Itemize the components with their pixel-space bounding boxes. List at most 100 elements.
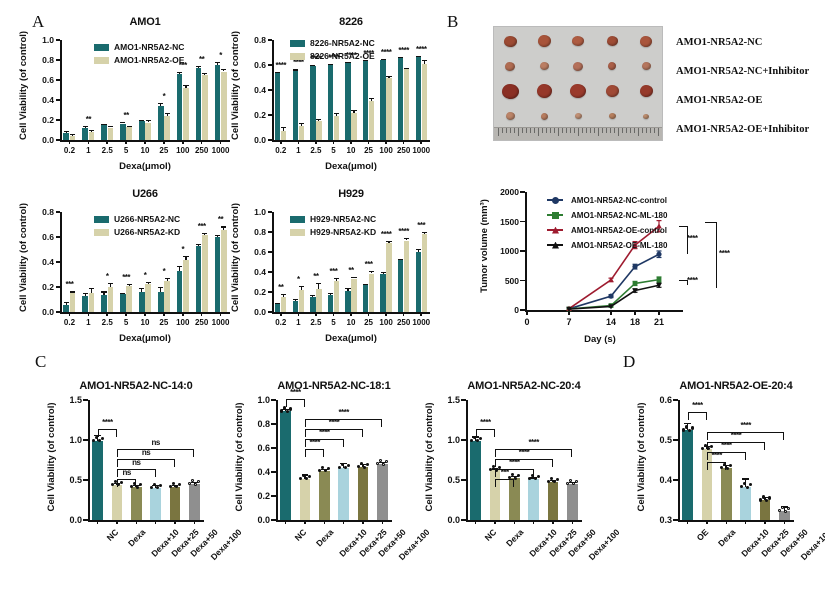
x-tick	[315, 312, 317, 316]
panel-letter-d: D	[623, 352, 636, 371]
error-bar	[216, 62, 218, 65]
chart-title: AMO1-NR5A2-OE-20:4	[679, 380, 793, 392]
bar	[298, 126, 304, 140]
significance-marker: **	[348, 266, 354, 276]
y-tick	[56, 286, 60, 288]
x-tick	[420, 312, 423, 316]
legend-swatch	[94, 216, 109, 223]
x-tick	[304, 520, 306, 524]
panel-letter-b: B	[447, 12, 459, 31]
x-tick	[552, 520, 554, 524]
x-tick	[87, 140, 90, 144]
bar	[280, 411, 291, 520]
y-tick-label: 0.0	[254, 307, 266, 317]
bar	[380, 273, 386, 312]
error-cap	[761, 497, 769, 499]
y-tick	[271, 495, 276, 497]
error-cap	[202, 72, 208, 74]
y-tick-label: 0.6	[257, 443, 270, 453]
y-axis	[678, 400, 680, 520]
chart-title: AMO1-NR5A2-NC-14:0	[79, 380, 193, 392]
ruler-tick	[538, 128, 539, 136]
x-tick	[135, 520, 138, 524]
data-point	[197, 480, 201, 484]
error-cap	[351, 277, 357, 279]
ruler-tick	[574, 128, 575, 133]
data-point	[761, 495, 766, 499]
bar	[298, 290, 304, 312]
y-tick	[268, 291, 272, 293]
bracket	[117, 479, 137, 488]
error-cap	[351, 110, 357, 112]
data-point	[91, 438, 95, 442]
error-cap	[70, 134, 76, 136]
data-point	[168, 484, 173, 488]
y-tick	[520, 279, 525, 282]
y-tick-label: 0.4	[42, 95, 54, 105]
significance-marker: ns	[132, 458, 141, 468]
tumor-specimen	[574, 113, 582, 119]
x-tick-label: 1	[296, 146, 301, 155]
ruler-tick	[654, 128, 655, 133]
bar	[299, 478, 311, 520]
x-tick	[571, 520, 574, 524]
data-point	[533, 477, 537, 481]
data-point	[139, 483, 143, 487]
chart-h929: H929 0.0 0.2 0.4 0.6 0.8 1.0 Cell Viability (of…	[230, 188, 430, 344]
data-point	[748, 483, 752, 487]
bar	[92, 440, 103, 520]
error-cap	[63, 302, 69, 304]
x-tick	[315, 140, 317, 144]
ruler-tick	[602, 128, 603, 133]
data-point	[194, 482, 198, 486]
error-cap	[221, 69, 227, 71]
bar	[176, 74, 183, 140]
error-cap	[139, 119, 145, 121]
y-tick-label: 0.5	[659, 435, 672, 445]
y-tick	[520, 191, 525, 193]
data-point	[758, 498, 763, 502]
data-point	[376, 462, 380, 466]
bar	[415, 252, 421, 312]
x-tick	[163, 312, 165, 316]
x-tick	[686, 520, 689, 524]
significance-marker: ****	[380, 48, 392, 57]
error-cap	[362, 60, 369, 62]
data-point	[566, 481, 570, 485]
data-point	[298, 476, 303, 480]
y-tick	[268, 89, 272, 91]
bracket	[305, 449, 325, 457]
y-tick-label: 0.8	[254, 35, 266, 45]
legend-label: H929-NR5A2-KD	[310, 227, 377, 237]
bar	[489, 470, 501, 520]
data-point	[527, 476, 531, 480]
data-point	[136, 485, 140, 489]
bar	[327, 65, 334, 140]
error-cap	[380, 59, 386, 61]
ruler-tick	[534, 128, 535, 133]
y-axis	[525, 192, 527, 310]
tumor-specimen	[537, 35, 551, 47]
bar	[275, 73, 281, 140]
data-point	[472, 435, 476, 439]
data-point	[497, 466, 502, 470]
x-tick-label: 0.2	[63, 318, 76, 327]
y-tick-label: 0.5	[69, 475, 82, 485]
bracket	[495, 469, 534, 478]
x-tick-label: 250	[194, 318, 209, 327]
x-tick-label: NC	[292, 527, 309, 543]
tumor-specimen	[639, 85, 653, 97]
bar	[368, 100, 375, 140]
y-tick	[268, 211, 272, 213]
bar	[292, 70, 298, 140]
panel-letter-c: C	[35, 352, 47, 371]
data-point	[301, 473, 306, 477]
data-point	[362, 465, 367, 469]
significance-marker: *	[181, 244, 185, 254]
significance-marker: **	[85, 115, 92, 124]
y-tick-label: 0.4	[42, 257, 54, 267]
bar	[310, 297, 316, 312]
tumor-specimen	[540, 112, 548, 120]
bar	[69, 135, 76, 140]
error-cap	[333, 112, 340, 115]
